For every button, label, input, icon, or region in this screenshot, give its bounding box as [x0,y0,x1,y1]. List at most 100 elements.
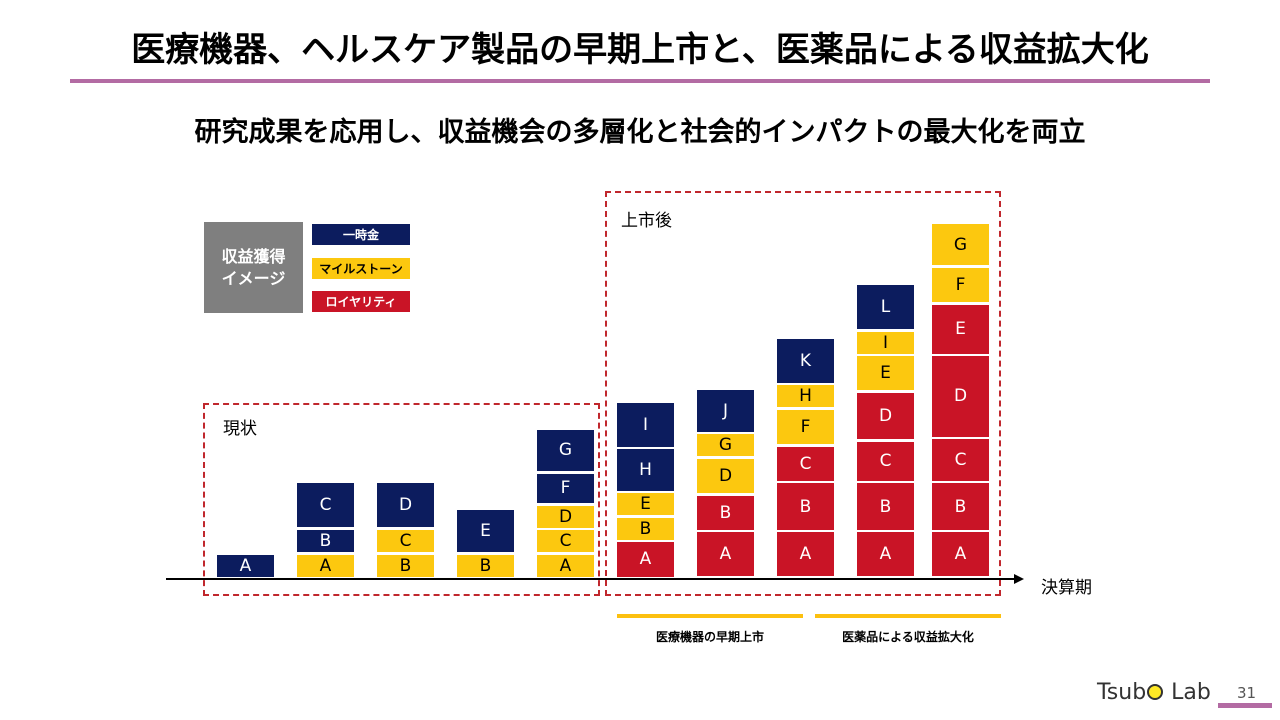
revenue-block-milestone: D [697,458,754,494]
revenue-block-label: J [722,401,728,422]
revenue-block-milestone: B [457,554,514,577]
revenue-block-label: C [319,495,332,516]
revenue-block-label: A [879,544,892,565]
logo-text-prefix: Tsu [1097,680,1133,705]
revenue-block-lump-sum: K [777,338,834,383]
revenue-block-label: B [399,555,412,576]
revenue-block-milestone: D [537,505,594,528]
revenue-block-lump-sum: D [377,483,434,528]
revenue-block-royalty: D [932,356,989,437]
revenue-block-lump-sum: B [297,530,354,552]
revenue-block-label: F [800,417,811,438]
revenue-block-label: I [882,332,888,353]
revenue-block-label: C [954,450,967,471]
revenue-block-royalty: C [857,441,914,481]
revenue-block-milestone: F [932,267,989,303]
revenue-block-label: G [953,234,968,255]
legend-item-milestone: マイルストーン [312,258,410,279]
revenue-block-lump-sum: I [617,402,674,447]
revenue-block-royalty: A [857,532,914,577]
revenue-block-milestone: G [932,223,989,266]
tsubo-lab-logo: Tsub Lab [1097,680,1211,705]
logo-text-suffix: Lab [1164,680,1211,705]
legend-item-royalty: ロイヤリティ [312,291,410,312]
revenue-block-label: C [399,531,412,551]
revenue-block-milestone: G [697,434,754,457]
revenue-block-label: A [559,555,572,576]
revenue-block-label: G [558,440,573,461]
revenue-block-label: E [880,363,891,384]
legend-title-box: 収益獲得 イメージ [204,222,303,313]
revenue-block-label: B [479,555,492,576]
logo-yellow-dot-icon [1147,684,1164,700]
revenue-block-label: F [560,478,571,499]
title-divider [70,79,1210,83]
legend-title-line2: イメージ [221,268,286,288]
revenue-block-milestone: H [777,385,834,408]
revenue-block-label: A [719,544,732,565]
revenue-block-label: D [953,386,968,407]
revenue-block-royalty: B [857,483,914,530]
revenue-block-lump-sum: A [217,554,274,577]
revenue-block-label: E [640,494,651,515]
revenue-block-label: C [879,451,892,472]
revenue-block-label: D [558,506,573,527]
revenue-block-royalty: E [932,304,989,354]
revenue-block-lump-sum: E [457,510,514,552]
page-title: 医療機器、ヘルスケア製品の早期上市と、医薬品による収益拡大化 [131,30,1149,70]
revenue-block-lump-sum: H [617,449,674,491]
revenue-block-label: K [799,350,812,371]
page-number-underline [1218,703,1272,708]
revenue-block-milestone: C [377,530,434,552]
revenue-block-royalty: B [932,483,989,530]
revenue-block-label: L [880,297,891,318]
revenue-block-royalty: C [932,439,989,481]
current-state-label: 現状 [223,419,257,439]
revenue-block-label: A [319,555,332,576]
revenue-block-lump-sum: G [537,429,594,472]
revenue-block-label: G [718,435,733,456]
revenue-block-label: A [639,549,652,570]
revenue-block-milestone: B [617,517,674,540]
revenue-block-label: D [718,466,733,487]
revenue-block-label: E [955,319,966,340]
revenue-block-milestone: C [537,530,594,552]
revenue-block-label: I [642,414,648,435]
revenue-block-lump-sum: J [697,390,754,432]
revenue-block-label: C [799,453,812,474]
page-subtitle: 研究成果を応用し、収益機会の多層化と社会的インパクトの最大化を両立 [194,117,1086,148]
revenue-block-milestone: F [777,409,834,445]
revenue-block-lump-sum: L [857,285,914,330]
revenue-block-label: A [954,544,967,565]
revenue-block-royalty: A [777,532,834,577]
x-axis-arrow-icon [1014,574,1024,584]
revenue-block-milestone: B [377,554,434,577]
revenue-block-label: B [879,496,892,517]
revenue-block-milestone: A [297,554,354,577]
phase-label-device-launch: 医療機器の早期上市 [655,630,764,644]
logo-text-mid: b [1132,680,1147,705]
revenue-block-royalty: B [777,483,834,530]
revenue-block-lump-sum: F [537,473,594,503]
legend-item-lump-sum: 一時金 [312,224,410,245]
x-axis-label: 決算期 [1041,578,1092,598]
revenue-block-royalty: D [857,392,914,440]
post-launch-label: 上市後 [621,211,672,231]
revenue-block-label: B [954,496,967,517]
revenue-block-royalty: C [777,446,834,481]
phase-bar-drug-revenue [815,614,1001,618]
revenue-block-label: E [480,521,491,542]
revenue-block-royalty: B [697,495,754,530]
revenue-block-royalty: A [697,532,754,577]
revenue-block-milestone: E [617,493,674,516]
revenue-block-label: B [719,502,732,523]
revenue-block-label: D [878,406,893,427]
revenue-block-milestone: E [857,356,914,391]
revenue-block-lump-sum: C [297,483,354,528]
revenue-block-label: A [239,555,252,576]
current-state-frame [203,403,600,596]
post-launch-frame [605,191,1001,596]
phase-bar-device-launch [617,614,803,618]
phase-label-drug-revenue: 医薬品による収益拡大化 [842,630,974,644]
page-number: 31 [1237,684,1257,702]
